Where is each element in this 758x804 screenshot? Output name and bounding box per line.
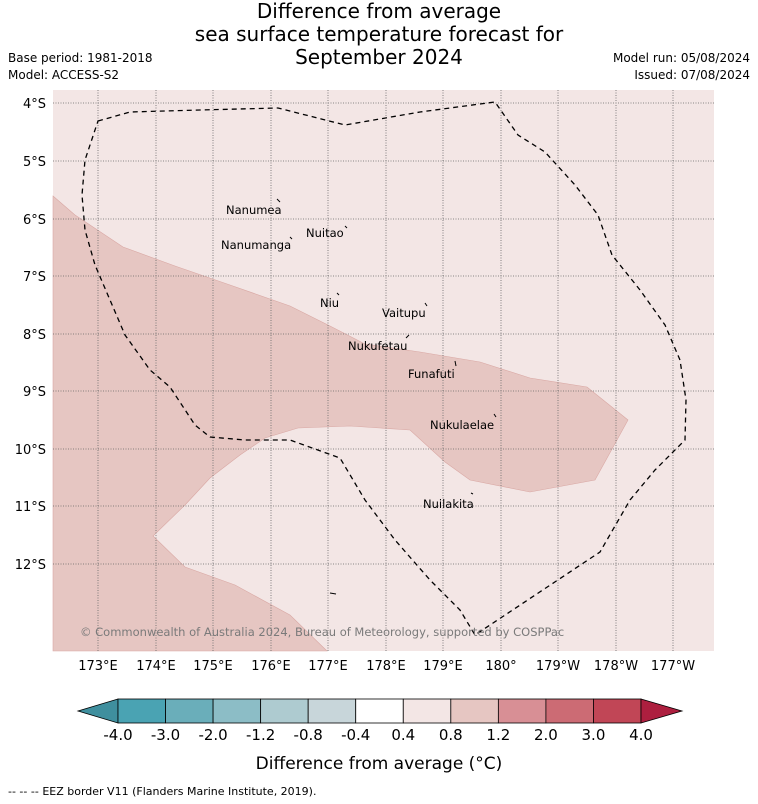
lat-label: 5°S (23, 155, 46, 170)
colorbar-boxes (117, 698, 642, 724)
island-nanumea (276, 198, 281, 203)
island-niu (336, 292, 340, 296)
colorbar-tick-label: 4.0 (629, 726, 653, 744)
colorbar-box (355, 698, 404, 724)
island-vaitupu (424, 302, 428, 307)
island-nuilakita (470, 492, 474, 495)
colorbar-box (593, 698, 642, 724)
model-info: Base period: 1981-2018 Model: ACCESS-S2 (8, 50, 153, 84)
island-label: Funafuti (408, 367, 455, 381)
lon-label: 179°E (423, 659, 463, 674)
colorbar-box (260, 698, 309, 724)
lon-label: 174°E (136, 659, 176, 674)
island-nukufetau (405, 334, 410, 339)
colorbar-box (165, 698, 214, 724)
lat-label: 9°S (23, 385, 46, 400)
lat-axis: 4°S 5°S 6°S 7°S 8°S 9°S 10°S 11°S 12°S (15, 97, 46, 573)
copyright-text: © Commonwealth of Australia 2024, Bureau… (80, 625, 564, 639)
colorbar-tick-label: 0.4 (391, 726, 415, 744)
colorbar-tick-label: -1.2 (246, 726, 275, 744)
lon-label: 176°E (251, 659, 291, 674)
lat-label: 11°S (15, 500, 46, 515)
colorbar-tick-label: 0.8 (439, 726, 463, 744)
colorbar-arrow-right (640, 698, 684, 724)
lon-label: 177°W (651, 659, 695, 674)
island-label: Nanumea (226, 203, 282, 217)
lat-label: 4°S (23, 97, 46, 112)
island-label: Nanumanga (221, 238, 291, 252)
run-info: Model run: 05/08/2024 Issued: 07/08/2024 (613, 50, 750, 84)
model-run: Model run: 05/08/2024 (612, 51, 750, 65)
eez-border (81, 101, 687, 636)
lat-label: 6°S (23, 213, 46, 228)
island-reef (329, 592, 337, 595)
eez-legend-text: EEZ border V11 (Flanders Marine Institut… (42, 785, 317, 798)
colorbar-box (307, 698, 357, 724)
colorbar-tick-label: 3.0 (582, 726, 606, 744)
colorbar-tick-label: 2.0 (534, 726, 558, 744)
island-labels: Nanumea Nuitao Nanumanga Niu Vaitupu Nuk… (221, 203, 494, 511)
lat-label: 10°S (15, 443, 46, 458)
issued-date: Issued: 07/08/2024 (634, 68, 750, 82)
island-nanumanga (289, 236, 293, 240)
island-label: Nukulaelae (430, 418, 494, 432)
colorbar-box (402, 698, 452, 724)
lat-label: 8°S (23, 328, 46, 343)
colorbar-tick-label: -2.0 (198, 726, 227, 744)
lat-label: 7°S (23, 270, 46, 285)
colorbar-tick-label: -3.0 (151, 726, 180, 744)
colorbar-box (117, 698, 166, 724)
colorbar-box (450, 698, 499, 724)
colorbar-ticks: -4.0 -3.0 -2.0 -1.2 -0.8 -0.4 0.4 0.8 1.2 2.0 3.0 4… (103, 726, 653, 744)
colorbar-tick-label: 1.2 (486, 726, 510, 744)
colorbar-label: Difference from average (°C) (256, 754, 503, 774)
island-nuitao (344, 225, 348, 229)
colorbar-tick-label: -0.4 (341, 726, 370, 744)
colorbar: -4.0 -3.0 -2.0 -1.2 -0.8 -0.4 0.4 0.8 1.2 2.0 3.0 4… (76, 698, 684, 774)
island-label: Nuilakita (423, 497, 474, 511)
island-nukulaelae (493, 413, 497, 418)
lat-label: 12°S (15, 558, 46, 573)
anomaly-region-upper (52, 195, 629, 652)
island-label: Niu (320, 296, 339, 310)
grid (53, 90, 714, 651)
model-name: Model: ACCESS-S2 (8, 68, 120, 82)
legend-footer: -- -- -- EEZ border V11 (Flanders Marine… (8, 785, 316, 798)
title-line: September 2024 (295, 45, 463, 69)
lon-label: 180° (485, 659, 516, 674)
island-label: Nukufetau (348, 339, 407, 353)
island-label: Vaitupu (382, 306, 426, 320)
lon-label: 175°E (193, 659, 233, 674)
title-line: sea surface temperature forecast for (194, 22, 564, 46)
colorbar-tick-label: -0.8 (294, 726, 323, 744)
lon-label: 178°E (366, 659, 406, 674)
colorbar-box (545, 698, 594, 724)
lon-label: 179°W (536, 659, 580, 674)
eez-legend-symbol: -- -- -- (8, 785, 39, 798)
colorbar-tick-label: -4.0 (103, 726, 132, 744)
lon-axis: 173°E 174°E 175°E 176°E 177°E 178°E 179°… (78, 659, 695, 674)
colorbar-box (497, 698, 547, 724)
lon-label: 177°E (308, 659, 348, 674)
lon-label: 173°E (78, 659, 118, 674)
colorbar-box (212, 698, 262, 724)
island-label: Nuitao (306, 226, 344, 240)
colorbar-arrow-left (76, 698, 119, 724)
islands (276, 198, 497, 595)
map-title: Difference from average sea surface temp… (0, 0, 758, 69)
island-funafuti (454, 360, 457, 367)
base-period: Base period: 1981-2018 (8, 51, 153, 65)
title-line: Difference from average (256, 0, 502, 23)
lon-label: 178°W (594, 659, 638, 674)
